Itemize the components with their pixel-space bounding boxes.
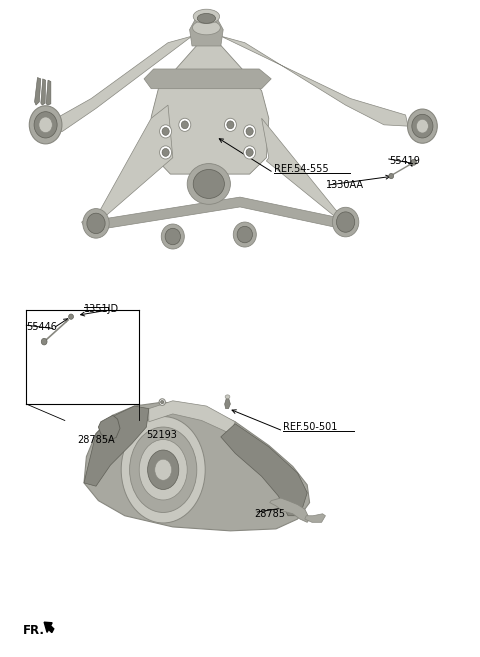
Polygon shape [84,402,310,531]
Ellipse shape [411,160,417,166]
Polygon shape [46,80,51,105]
Polygon shape [151,43,269,174]
Ellipse shape [155,459,172,480]
Polygon shape [82,105,173,230]
Ellipse shape [179,118,191,131]
Polygon shape [41,79,46,105]
Text: 1351JD: 1351JD [84,304,119,314]
Ellipse shape [29,106,62,144]
Ellipse shape [244,146,256,159]
Ellipse shape [193,170,225,198]
Text: 28785A: 28785A [77,435,114,445]
Ellipse shape [197,14,216,24]
Polygon shape [190,16,223,46]
Polygon shape [48,36,192,135]
Ellipse shape [244,125,256,138]
Ellipse shape [87,213,105,234]
Polygon shape [221,36,408,126]
Ellipse shape [412,114,433,138]
Ellipse shape [408,109,437,143]
Polygon shape [98,415,120,440]
Ellipse shape [224,118,236,131]
Text: 28785: 28785 [254,509,286,519]
Polygon shape [225,397,230,409]
Ellipse shape [162,148,169,156]
FancyArrow shape [44,622,54,633]
Ellipse shape [227,121,234,129]
Polygon shape [262,118,350,223]
Ellipse shape [165,229,180,244]
Text: 1330AA: 1330AA [326,180,364,191]
Ellipse shape [83,209,109,238]
Text: REF.50-501: REF.50-501 [283,422,337,432]
Ellipse shape [121,417,205,523]
Text: REF.54-555: REF.54-555 [274,164,328,174]
Ellipse shape [69,314,73,319]
Text: 55419: 55419 [389,156,420,166]
Ellipse shape [237,226,252,242]
Ellipse shape [187,164,230,204]
Ellipse shape [225,395,230,399]
Ellipse shape [162,127,169,135]
Ellipse shape [336,212,355,232]
Polygon shape [35,78,41,105]
Text: 52193: 52193 [146,430,177,440]
Ellipse shape [246,127,253,135]
Polygon shape [305,514,325,522]
Text: FR.: FR. [23,624,45,637]
Ellipse shape [130,427,197,512]
Ellipse shape [246,148,253,156]
Ellipse shape [416,120,428,133]
Ellipse shape [159,125,172,138]
Ellipse shape [161,224,184,249]
Ellipse shape [41,338,47,345]
Ellipse shape [159,146,172,159]
Ellipse shape [192,20,220,35]
Text: 55446: 55446 [26,321,57,332]
Ellipse shape [332,208,359,237]
Ellipse shape [148,450,179,489]
Ellipse shape [181,121,188,129]
Polygon shape [221,424,307,516]
Ellipse shape [193,9,219,24]
Polygon shape [270,498,310,522]
Ellipse shape [389,173,394,179]
Polygon shape [84,406,149,486]
Ellipse shape [160,401,164,403]
Ellipse shape [34,112,57,138]
Ellipse shape [159,399,165,405]
Polygon shape [89,197,350,230]
Ellipse shape [39,117,52,133]
Polygon shape [144,69,271,89]
Polygon shape [149,401,235,434]
Ellipse shape [233,222,256,247]
Ellipse shape [139,440,187,500]
